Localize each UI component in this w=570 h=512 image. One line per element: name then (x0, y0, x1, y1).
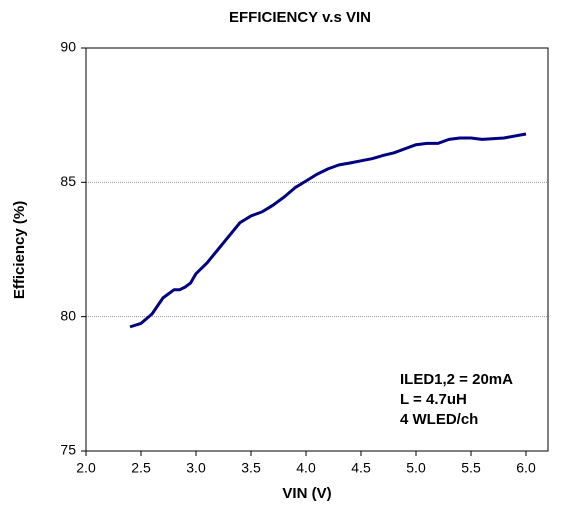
x-tick-label: 4.0 (296, 460, 316, 476)
x-tick-label: 6.0 (516, 460, 536, 476)
annotation: ILED1,2 = 20mA (400, 371, 513, 388)
chart-title: EFFICIENCY v.s VIN (229, 9, 371, 26)
x-axis-label: VIN (V) (282, 485, 331, 502)
x-tick-label: 2.0 (76, 460, 96, 476)
annotation: 4 WLED/ch (400, 411, 478, 428)
annotation: L = 4.7uH (400, 391, 467, 408)
data-line (129, 132, 527, 329)
y-tick-label: 80 (60, 307, 76, 323)
x-tick-label: 3.5 (241, 460, 261, 476)
x-tick-label: 3.0 (186, 460, 206, 476)
x-tick-label: 2.5 (131, 460, 151, 476)
y-axis-label: Efficiency (%) (11, 201, 28, 299)
y-tick-label: 85 (60, 173, 76, 189)
plot-frame (85, 47, 549, 452)
y-tick-label: 75 (60, 442, 76, 458)
x-tick-label: 4.5 (351, 460, 371, 476)
y-tick-label: 90 (60, 39, 76, 55)
x-tick-label: 5.0 (406, 460, 426, 476)
x-tick-label: 5.5 (461, 460, 481, 476)
